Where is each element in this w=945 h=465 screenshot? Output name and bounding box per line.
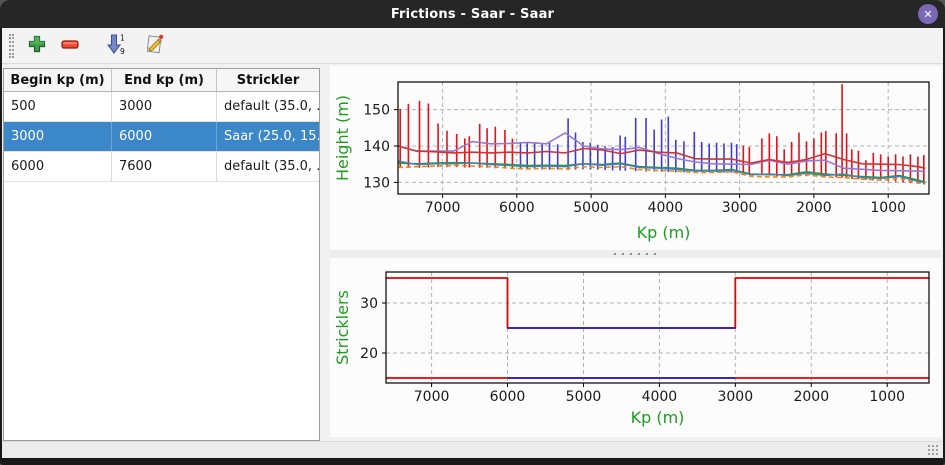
window-title: Frictions - Saar - Saar [390, 6, 555, 22]
toolbar: 1 9 [2, 28, 943, 64]
plus-icon [26, 33, 48, 58]
svg-text:4000: 4000 [642, 389, 678, 405]
table-header-row: Begin kp (m) End kp (m) Strickler [4, 69, 319, 92]
edit-icon [143, 33, 165, 58]
height-chart[interactable]: 7000 6000 5000 4000 3000 2000 1000 130 140 150 Kp … [330, 66, 941, 250]
svg-text:6000: 6000 [490, 389, 526, 405]
table-cell[interactable]: 500 [4, 92, 112, 121]
charts-panel: 7000 6000 5000 4000 3000 2000 1000 130 140 150 Kp … [330, 66, 941, 437]
svg-text:3000: 3000 [722, 200, 758, 216]
svg-text:30: 30 [360, 296, 378, 312]
svg-text:Stricklers: Stricklers [333, 290, 352, 365]
svg-text:1000: 1000 [869, 389, 905, 405]
sort-badge-top: 1 [120, 34, 125, 43]
resize-grip-icon[interactable] [927, 444, 939, 456]
close-button[interactable]: ✕ [918, 4, 938, 24]
svg-text:2000: 2000 [796, 200, 832, 216]
svg-text:150: 150 [363, 103, 390, 119]
table-row[interactable]: 500 3000 default (35.0, … [4, 92, 319, 122]
table-cell[interactable]: default (35.0, … [224, 159, 319, 174]
toolbar-drag-handle[interactable] [9, 33, 14, 58]
svg-text:130: 130 [363, 175, 390, 191]
chart-splitter[interactable] [330, 250, 941, 258]
table-cell[interactable]: Saar (25.0, 15.0) [224, 129, 319, 144]
table-header-0[interactable]: Begin kp (m) [4, 69, 112, 91]
svg-text:3000: 3000 [717, 389, 753, 405]
svg-text:140: 140 [363, 139, 390, 155]
add-row-button[interactable] [22, 31, 52, 61]
table-row[interactable]: 6000 7600 default (35.0, … [4, 152, 319, 182]
svg-text:Height (m): Height (m) [333, 95, 352, 181]
sort-rows-button[interactable]: 1 9 [100, 31, 130, 61]
sort-badge-bottom: 9 [120, 47, 125, 55]
svg-text:Kp (m): Kp (m) [637, 223, 691, 242]
frictions-table: Begin kp (m) End kp (m) Strickler 500 3000 d… [3, 68, 320, 441]
table-header-2[interactable]: Strickler [236, 72, 300, 88]
edit-row-button[interactable] [139, 31, 169, 61]
sort-numeric-icon: 1 9 [104, 33, 126, 58]
stricklers-chart[interactable]: 7000 6000 5000 4000 3000 2000 1000 20 30 Kp (m) St… [330, 258, 941, 435]
table-cell[interactable]: 6000 [4, 152, 112, 181]
status-bar [2, 441, 943, 458]
svg-text:5000: 5000 [566, 389, 602, 405]
svg-text:1000: 1000 [870, 200, 906, 216]
svg-text:5000: 5000 [573, 200, 609, 216]
table-cell[interactable]: default (35.0, … [224, 99, 319, 114]
titlebar[interactable]: Frictions - Saar - Saar ✕ [0, 0, 945, 28]
frictions-table-body: 500 3000 default (35.0, … 3000 6000 Saar (25.… [4, 92, 319, 182]
svg-text:2000: 2000 [793, 389, 829, 405]
table-cell[interactable]: 3000 [4, 122, 112, 151]
svg-text:4000: 4000 [648, 200, 684, 216]
table-cell[interactable]: 3000 [112, 92, 217, 121]
table-header-1[interactable]: End kp (m) [112, 69, 217, 91]
splitter-dots-icon [613, 253, 658, 255]
svg-text:7000: 7000 [414, 389, 450, 405]
svg-text:Kp (m): Kp (m) [631, 408, 685, 427]
table-cell[interactable]: 7600 [112, 152, 217, 181]
svg-text:6000: 6000 [499, 200, 535, 216]
svg-text:7000: 7000 [425, 200, 461, 216]
minus-icon [59, 33, 81, 58]
svg-text:20: 20 [360, 346, 378, 362]
table-cell[interactable]: 6000 [112, 122, 217, 151]
remove-row-button[interactable] [55, 31, 85, 61]
